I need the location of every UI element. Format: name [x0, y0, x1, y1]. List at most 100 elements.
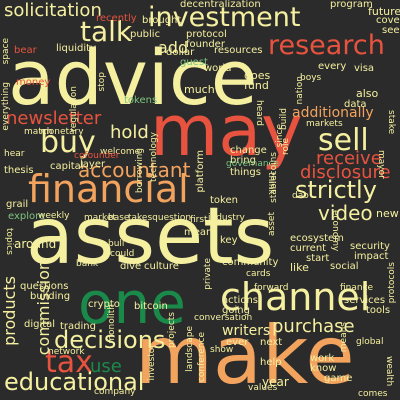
word-protocols: protocols	[387, 262, 397, 304]
word-monolith: monolith	[107, 304, 117, 344]
word-weekly: weekly	[38, 211, 70, 221]
word-industry: industry	[208, 213, 245, 223]
word-think: think	[266, 172, 276, 195]
word-stop: stop	[97, 72, 107, 92]
word-community: community	[222, 257, 279, 268]
word-like: like	[290, 261, 309, 274]
word-see: see	[382, 25, 400, 36]
word-video: video	[318, 201, 373, 225]
word-key: key	[220, 235, 238, 246]
word-does: does	[244, 69, 271, 82]
word-economy: economy	[330, 210, 340, 252]
word-digital: digital	[24, 319, 56, 330]
word-change: change	[230, 145, 267, 156]
word-building: building	[30, 291, 71, 302]
word-trading: trading	[60, 321, 96, 332]
word-newsletter: newsletter	[6, 108, 102, 129]
word-comes: comes	[358, 389, 388, 399]
word-monetary: monetary	[40, 127, 84, 137]
word-disclosure: disclosure	[300, 162, 391, 183]
word-sell: sell	[318, 123, 369, 158]
word-bear: bear	[14, 45, 37, 56]
word-market: market	[84, 213, 116, 223]
word-start: start	[306, 253, 330, 264]
word-social: social	[330, 261, 359, 272]
word-services: services	[344, 295, 386, 306]
word-also: also	[356, 87, 379, 100]
word-values: values	[248, 383, 278, 393]
word-investment: investment	[148, 2, 301, 33]
word-buy: buy	[40, 125, 96, 160]
word-new: new	[376, 207, 399, 220]
word-add: add	[158, 38, 189, 57]
word-projects: projects	[167, 312, 177, 348]
word-much: much	[184, 83, 215, 96]
word-research: research	[268, 30, 385, 61]
word-could: could	[110, 249, 135, 259]
word-commission: commission	[34, 260, 53, 356]
word-boys: boys	[300, 73, 322, 83]
word-make: make	[135, 309, 355, 400]
word-financial: financial	[28, 167, 189, 211]
word-liquidity: liquidity	[56, 43, 96, 54]
word-first: first	[190, 215, 208, 225]
word-resources: resources	[214, 45, 263, 56]
word-wealth: wealth	[384, 356, 394, 387]
word-tools: tools	[366, 305, 391, 316]
word-decentralization: decentralization	[180, 0, 261, 10]
word-channel: channel	[220, 275, 371, 319]
word-every: every	[318, 61, 347, 72]
word-decisions: decisions	[54, 326, 166, 354]
word-technology: technology	[149, 132, 159, 182]
word-landscape: landscape	[185, 326, 195, 372]
word-conference: conference	[197, 332, 207, 383]
word-public: public	[130, 29, 161, 40]
word-use: use	[90, 356, 122, 377]
word-crypto: crypto	[88, 299, 120, 310]
word-next: next	[260, 337, 283, 348]
word-work: work	[310, 353, 335, 364]
word-may: may	[150, 90, 303, 172]
word-tokens: tokens	[124, 95, 158, 106]
word-means: means	[339, 322, 349, 353]
word-investor: investor	[147, 344, 157, 381]
word-know: know	[310, 363, 337, 374]
word-additionally: additionally	[292, 105, 374, 121]
word-private: private	[203, 258, 213, 290]
word-topics: topics	[4, 228, 14, 255]
word-recently: recently	[96, 13, 137, 24]
word-space: space	[1, 38, 11, 65]
word-solicitation: solicitation	[4, 0, 102, 21]
word-year: year	[262, 375, 289, 389]
word-data: data	[344, 99, 367, 110]
word-educational: educational	[4, 368, 145, 396]
word-products: products	[0, 276, 19, 346]
word-security: security	[350, 241, 390, 252]
word-role: role	[281, 138, 291, 156]
word-guest: guest	[180, 57, 208, 68]
word-conversation: conversation	[194, 313, 253, 323]
word-everything: everything	[1, 82, 11, 131]
word-finance: finance	[340, 283, 374, 293]
word-tax: tax	[45, 345, 93, 380]
word-borrowing: borrowing	[135, 148, 145, 194]
word-fund: fund	[244, 79, 269, 92]
word-actions: actions	[222, 295, 258, 306]
word-one: one	[78, 269, 186, 337]
word-explore: explore	[8, 211, 46, 222]
word-network: network	[48, 347, 85, 357]
word-governance: governance	[226, 159, 280, 169]
word-heard: heard	[254, 100, 264, 127]
word-layer: layer	[80, 159, 106, 170]
word-cofounder: cofounder	[74, 151, 120, 161]
word-base: base	[108, 213, 130, 223]
word-bring: bring	[230, 155, 256, 166]
word-current: current	[290, 243, 327, 254]
word-writers: writers	[222, 323, 271, 339]
word-welcome: welcome	[100, 147, 141, 157]
word-founder: founder	[186, 39, 225, 50]
word-help: help	[260, 357, 282, 368]
word-markets: markets	[306, 119, 343, 129]
word-regulation: regulation	[69, 86, 79, 132]
word-mayor: mayor	[376, 150, 386, 179]
